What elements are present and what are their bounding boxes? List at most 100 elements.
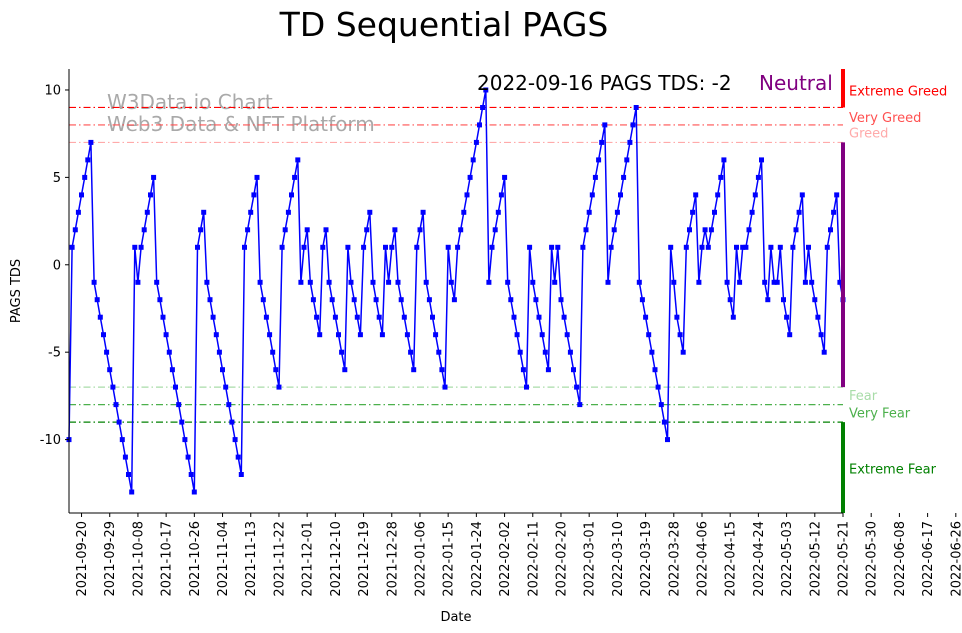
data-point	[430, 314, 435, 320]
x-tick-label: 2021-11-13	[244, 521, 259, 597]
data-point	[157, 297, 163, 303]
data-point	[282, 227, 288, 233]
data-point	[423, 279, 429, 285]
data-point	[755, 174, 761, 180]
zone-label-fear: Fear	[849, 389, 878, 404]
data-point	[834, 192, 840, 198]
data-point	[743, 244, 749, 250]
data-point	[251, 192, 257, 198]
data-point	[101, 332, 106, 338]
data-point	[304, 227, 310, 233]
data-point	[771, 279, 777, 285]
data-point	[724, 279, 730, 285]
x-tick-label: 2022-03-28	[667, 521, 682, 597]
data-point	[148, 192, 153, 198]
data-point	[273, 367, 279, 373]
data-point	[448, 279, 454, 285]
data-point	[398, 297, 404, 303]
data-point	[163, 332, 169, 338]
data-point	[135, 279, 141, 285]
data-point	[636, 279, 642, 285]
data-point	[195, 244, 200, 250]
data-point	[762, 279, 768, 285]
data-point	[116, 419, 122, 425]
data-point	[492, 227, 498, 233]
data-point	[345, 244, 351, 250]
data-point	[138, 244, 144, 250]
data-point	[680, 349, 686, 355]
x-tick-label: 2022-02-02	[498, 521, 513, 597]
data-point	[705, 244, 711, 250]
data-point	[88, 139, 94, 145]
data-point	[364, 227, 370, 233]
data-point	[141, 227, 147, 233]
data-point	[643, 314, 649, 320]
data-point	[802, 279, 808, 285]
data-point	[618, 192, 623, 198]
x-ticks: 2021-09-20 2021-09-29 2021-10-08 2021-10-17…	[75, 513, 962, 597]
x-tick-label: 2022-03-01	[583, 521, 598, 597]
data-point	[451, 297, 457, 303]
data-point	[408, 349, 414, 355]
data-point	[232, 437, 238, 443]
data-point	[392, 227, 398, 233]
data-point	[730, 314, 736, 320]
data-point	[821, 349, 827, 355]
data-point	[790, 244, 796, 250]
data-point	[746, 227, 752, 233]
data-point	[508, 297, 514, 303]
data-point	[320, 244, 326, 250]
data-point	[104, 349, 110, 355]
data-point	[263, 314, 269, 320]
data-point	[737, 279, 743, 285]
data-point	[107, 367, 113, 373]
data-point	[323, 227, 329, 233]
x-tick-label: 2021-10-17	[160, 521, 175, 597]
data-point	[577, 402, 583, 408]
x-tick-label: 2022-05-21	[837, 521, 852, 597]
x-tick-label: 2022-01-15	[442, 521, 457, 597]
data-point	[646, 332, 652, 338]
data-point	[198, 227, 204, 233]
data-point	[439, 367, 445, 373]
data-point	[561, 314, 567, 320]
data-point	[586, 209, 592, 215]
data-point	[605, 279, 611, 285]
data-point	[574, 384, 580, 390]
data-point	[216, 349, 222, 355]
data-point	[75, 209, 81, 215]
data-point	[693, 192, 699, 198]
data-point	[473, 139, 479, 145]
data-point	[652, 367, 658, 373]
data-point	[718, 174, 724, 180]
data-point	[483, 87, 489, 93]
zone-label-extreme-greed: Extreme Greed	[849, 85, 947, 100]
data-point	[608, 244, 614, 250]
data-point	[812, 297, 818, 303]
data-point	[505, 279, 511, 285]
data-point	[599, 139, 605, 145]
y-tick-label: -5	[48, 346, 61, 361]
x-tick-label: 2022-02-20	[555, 521, 570, 597]
data-point	[571, 367, 576, 373]
data-point	[242, 244, 247, 250]
data-point	[549, 244, 555, 250]
data-point	[702, 227, 708, 233]
y-tick-label: 10	[44, 83, 61, 98]
data-series	[66, 87, 846, 495]
data-point	[480, 105, 486, 110]
data-point	[204, 279, 210, 285]
data-point	[348, 279, 354, 285]
data-point	[257, 279, 263, 285]
data-point	[332, 314, 338, 320]
zone-label-very-fear: Very Fear	[849, 406, 911, 421]
data-point	[498, 192, 504, 198]
data-point	[806, 244, 811, 250]
data-point	[712, 209, 717, 215]
x-tick-label: 2022-03-19	[639, 521, 654, 597]
data-point	[169, 367, 175, 373]
data-point	[658, 402, 664, 408]
data-point	[160, 314, 166, 320]
data-point	[759, 157, 764, 163]
